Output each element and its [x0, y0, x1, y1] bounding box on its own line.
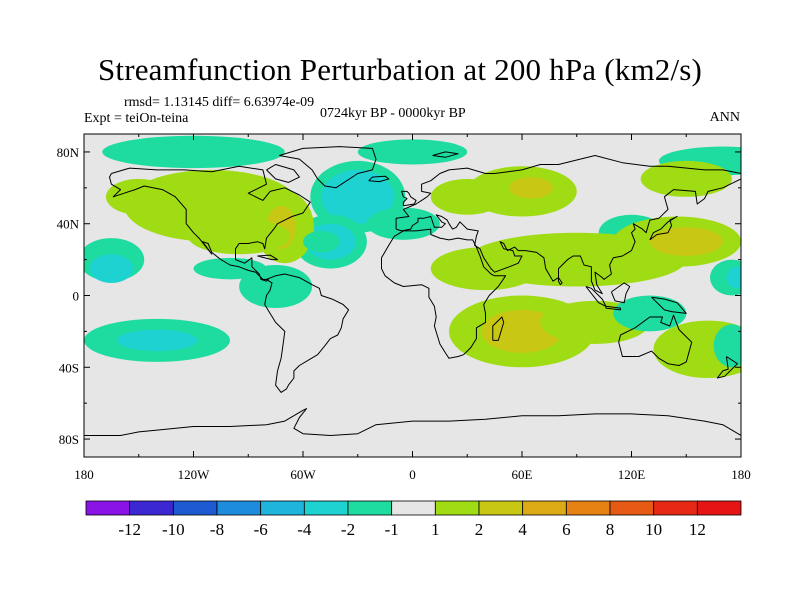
- colorbar-box: [303, 500, 349, 516]
- colorbar-box: [129, 500, 174, 516]
- coastline-japan: [649, 216, 678, 241]
- colorbar-label: -6: [254, 520, 268, 539]
- anomaly-region: [239, 264, 313, 309]
- colorbar-label: -2: [341, 520, 355, 539]
- coastline-greenland: [279, 146, 377, 189]
- colorbar-label: -8: [210, 520, 224, 539]
- anomaly-region: [303, 230, 340, 253]
- anomaly-region: [188, 218, 291, 255]
- stats-label: rmsd= 1.13145 diff= 6.63974e-09: [124, 95, 315, 110]
- period-label: 0724kyr BP - 0000kyr BP: [320, 106, 466, 121]
- x-tick-label: 60E: [512, 467, 533, 482]
- x-tick-label: 180: [74, 467, 94, 482]
- colorbar-label: -12: [118, 520, 141, 539]
- colorbar-label: -4: [297, 520, 312, 539]
- coastline-new-zealand: [716, 356, 738, 379]
- anomaly-region: [509, 177, 554, 199]
- colorbar-box: [391, 500, 436, 516]
- anomaly-region: [649, 227, 723, 257]
- anomaly-region: [102, 135, 285, 169]
- colorbar-label: 12: [689, 520, 706, 539]
- coastline-africa: [381, 228, 507, 359]
- coastline-svalbard: [432, 151, 459, 158]
- colorbar-label: 4: [518, 520, 527, 539]
- anomaly-region: [653, 320, 741, 379]
- coastline-madagascar: [492, 316, 505, 341]
- coastline-new-guinea: [651, 296, 687, 314]
- colorbar-label: 1: [431, 520, 440, 539]
- colorbar-box: [85, 500, 131, 516]
- x-tick-label: 120W: [178, 467, 211, 482]
- x-tick-label: 180: [731, 467, 751, 482]
- colorbar-box: [434, 500, 480, 516]
- experiment-label: Expt = teiOn-teina: [84, 111, 189, 126]
- season-label: ANN: [709, 110, 740, 125]
- colorbar-box: [609, 500, 655, 516]
- colorbar-box: [653, 500, 698, 516]
- coastline-cuba: [257, 254, 278, 261]
- anomaly-region: [116, 329, 198, 352]
- coastline-south-america: [264, 273, 350, 393]
- coastline-sri-lanka: [558, 277, 563, 286]
- coastline-baffin-island: [266, 164, 300, 183]
- coastline-java: [605, 305, 621, 311]
- y-tick-label: 40S: [59, 360, 79, 375]
- coastline-antarctica: [84, 408, 741, 436]
- colorbar-label: 8: [606, 520, 615, 539]
- coastline-australia: [618, 314, 693, 366]
- colorbar-box: [260, 500, 305, 516]
- colorbar-box: [565, 500, 611, 516]
- chart-title: Streamfunction Perturbation at 200 hPa (…: [97, 52, 703, 87]
- colorbar-label: -10: [162, 520, 185, 539]
- colorbar-label: -1: [385, 520, 399, 539]
- colorbar-box: [216, 500, 262, 516]
- anomaly-region: [89, 254, 134, 283]
- anomaly-region: [430, 178, 504, 215]
- coastline-borneo: [610, 282, 631, 304]
- anomaly-region: [321, 169, 395, 224]
- anomaly-region: [713, 324, 741, 368]
- coastline-north-america: [109, 165, 311, 282]
- coastlines: [84, 146, 741, 436]
- anomaly-region: [105, 178, 172, 215]
- coastline-sumatra: [585, 286, 607, 307]
- anomaly-region: [357, 139, 468, 165]
- colorbar-box: [478, 500, 524, 516]
- anomaly-region: [726, 266, 741, 289]
- coastline-iceland: [368, 175, 390, 183]
- y-tick-label: 0: [73, 289, 80, 304]
- colorbar-box: [347, 500, 393, 516]
- coastline-eurasia: [395, 155, 741, 295]
- anomaly-region: [613, 295, 687, 332]
- coastline-great-britain: [401, 190, 417, 207]
- colorbar-label: 6: [562, 520, 571, 539]
- x-tick-label: 60W: [290, 467, 316, 482]
- anomaly-region: [366, 207, 440, 240]
- x-tick-label: 120E: [618, 467, 646, 482]
- y-tick-label: 40N: [57, 217, 80, 232]
- colorbar-box: [522, 500, 567, 516]
- x-tick-label: 0: [409, 467, 416, 482]
- y-tick-label: 80S: [59, 432, 79, 447]
- colorbar-label: 2: [475, 520, 484, 539]
- colorbar-label: 10: [645, 520, 662, 539]
- colorbar-box: [696, 500, 742, 516]
- colorbar-box: [172, 500, 218, 516]
- y-tick-label: 80N: [57, 145, 80, 160]
